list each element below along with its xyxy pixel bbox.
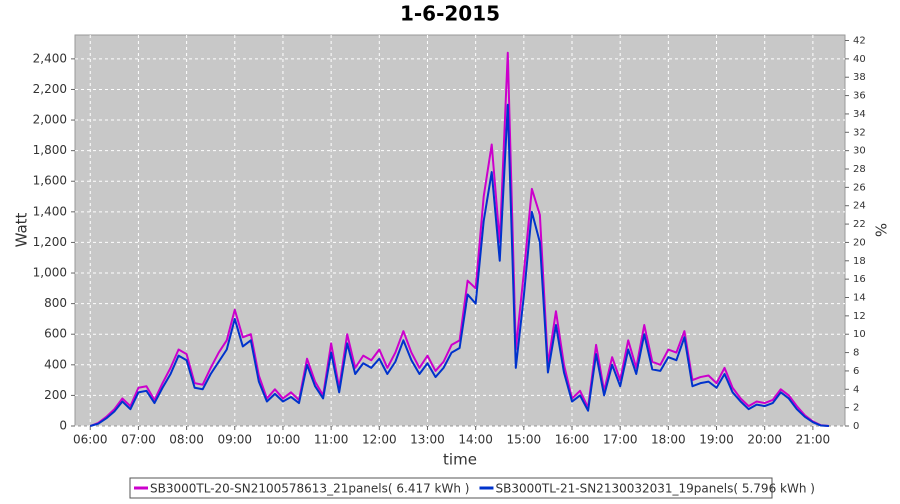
y2-tick-label: 6 [853,366,859,377]
y-tick-label: 1,600 [33,174,67,188]
y-tick-label: 1,400 [33,204,67,218]
y-tick-label: 1,800 [33,143,67,157]
y2-tick-label: 24 [853,201,866,212]
y-tick-label: 2,200 [33,82,67,96]
y2-tick-label: 36 [853,91,866,102]
x-tick-label: 16:00 [555,433,590,447]
y2-tick-label: 8 [853,348,859,359]
legend-label: SB3000TL-20-SN2100578613_21panels( 6.417… [150,482,469,496]
y2-tick-label: 22 [853,219,866,230]
y2-tick-label: 0 [853,421,859,432]
y-tick-label: 600 [44,327,67,341]
x-tick-label: 20:00 [747,433,782,447]
y2-tick-label: 2 [853,403,859,414]
y2-tick-label: 28 [853,164,866,175]
y2-tick-label: 32 [853,127,866,138]
y2-tick-label: 34 [853,109,866,120]
y-tick-label: 0 [59,419,67,433]
x-tick-label: 15:00 [507,433,542,447]
y2-tick-label: 18 [853,256,866,267]
y-tick-label: 2,400 [33,51,67,65]
x-tick-label: 07:00 [121,433,156,447]
y-tick-label: 2,000 [33,113,67,127]
y2-tick-label: 14 [853,293,866,304]
y2-axis-label: % [872,223,890,237]
x-tick-label: 17:00 [603,433,638,447]
x-tick-label: 12:00 [362,433,397,447]
y2-tick-label: 40 [853,54,866,65]
chart-title: 1-6-2015 [400,2,500,26]
y-axis-label: Watt [13,212,31,247]
x-tick-label: 09:00 [217,433,252,447]
x-tick-label: 06:00 [73,433,108,447]
x-tick-label: 18:00 [651,433,686,447]
x-axis-label: time [443,451,477,469]
y-tick-label: 200 [44,388,67,402]
y2-tick-label: 26 [853,182,866,193]
y2-tick-label: 30 [853,146,866,157]
y-tick-label: 800 [44,296,67,310]
x-tick-label: 13:00 [410,433,445,447]
x-tick-label: 19:00 [699,433,734,447]
y2-tick-label: 12 [853,311,866,322]
y2-tick-label: 4 [853,384,859,395]
series-line [89,103,829,427]
y-tick-label: 1,200 [33,235,67,249]
y2-tick-label: 16 [853,274,866,285]
x-tick-label: 11:00 [314,433,349,447]
y2-tick-label: 42 [853,36,866,47]
y2-tick-label: 10 [853,329,866,340]
x-tick-label: 14:00 [458,433,493,447]
y2-tick-label: 38 [853,72,866,83]
legend [129,477,773,499]
y-tick-label: 1,000 [33,266,67,280]
y2-tick-label: 20 [853,237,866,248]
y-tick-label: 400 [44,357,67,371]
legend-label: SB3000TL-21-SN2130032031_19panels( 5.796… [495,482,814,496]
x-tick-label: 08:00 [169,433,204,447]
series-line [89,51,830,427]
x-tick-label: 10:00 [266,433,301,447]
x-tick-label: 21:00 [796,433,831,447]
